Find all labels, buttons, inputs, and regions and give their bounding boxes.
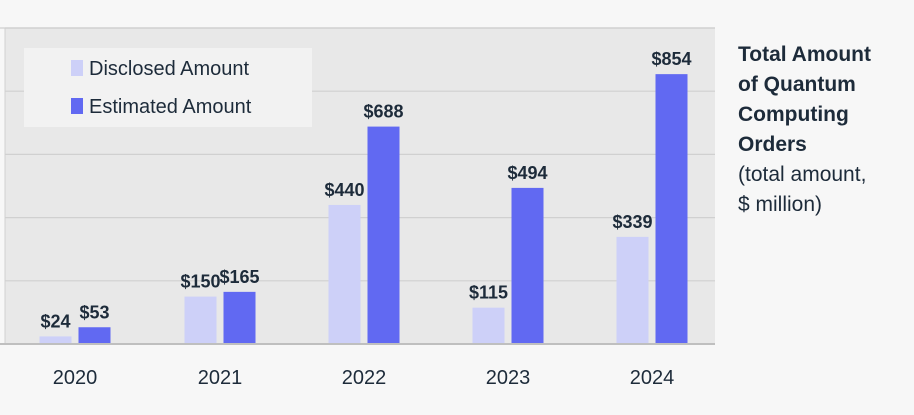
chart-side-title: Total Amount of Quantum Computing Orders… <box>738 40 914 220</box>
x-tick-label-2023: 2023 <box>486 367 531 389</box>
bar-estimated-2024 <box>655 74 688 345</box>
data-label-estimated-2021: $165 <box>219 267 259 287</box>
bar-disclosed-2021 <box>184 296 217 344</box>
legend-swatch-disclosed <box>71 60 83 76</box>
x-tick-label-2021: 2021 <box>198 367 243 389</box>
side-title-line-2: of Quantum <box>738 73 856 96</box>
side-title-line-4: Orders <box>738 133 807 156</box>
bar-estimated-2022 <box>367 126 400 344</box>
bar-disclosed-2022 <box>328 204 361 344</box>
bar-estimated-2020 <box>78 327 111 344</box>
side-title-line-6: $ million) <box>738 193 823 216</box>
legend-swatch-estimated <box>71 98 83 114</box>
data-label-estimated-2024: $854 <box>651 49 691 69</box>
data-label-disclosed-2022: $440 <box>324 180 364 200</box>
data-label-disclosed-2021: $150 <box>180 272 220 292</box>
data-label-disclosed-2023: $115 <box>469 283 508 303</box>
x-tick-label-2020: 2020 <box>53 367 98 389</box>
data-label-estimated-2022: $688 <box>363 102 403 122</box>
bar-estimated-2021 <box>223 291 256 344</box>
bar-disclosed-2023 <box>472 307 505 344</box>
side-title-line-3: Computing <box>738 103 849 126</box>
data-label-disclosed-2024: $339 <box>612 212 652 232</box>
side-title-line-1: Total Amount <box>738 43 871 66</box>
bar-estimated-2023 <box>511 187 544 344</box>
bar-disclosed-2020 <box>39 336 72 344</box>
side-title-line-5: (total amount, <box>738 163 867 186</box>
data-label-estimated-2020: $53 <box>79 302 109 322</box>
x-tick-label-2022: 2022 <box>342 367 387 389</box>
data-label-disclosed-2020: $24 <box>40 311 70 331</box>
legend-label-disclosed: Disclosed Amount <box>89 58 250 80</box>
bar-disclosed-2024 <box>616 236 649 344</box>
data-label-estimated-2023: $494 <box>507 163 547 183</box>
x-tick-label-2024: 2024 <box>630 367 675 389</box>
legend-label-estimated: Estimated Amount <box>89 96 252 118</box>
